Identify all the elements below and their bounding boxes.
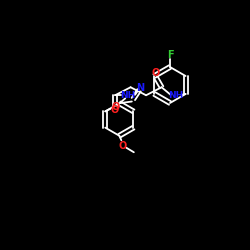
Text: O: O: [152, 68, 160, 78]
Text: O: O: [111, 105, 119, 115]
Text: O: O: [112, 102, 120, 112]
Text: F: F: [167, 50, 173, 60]
Text: O: O: [118, 141, 126, 151]
Text: N: N: [136, 83, 145, 93]
Text: NH: NH: [168, 91, 184, 100]
Text: NH: NH: [120, 91, 136, 100]
